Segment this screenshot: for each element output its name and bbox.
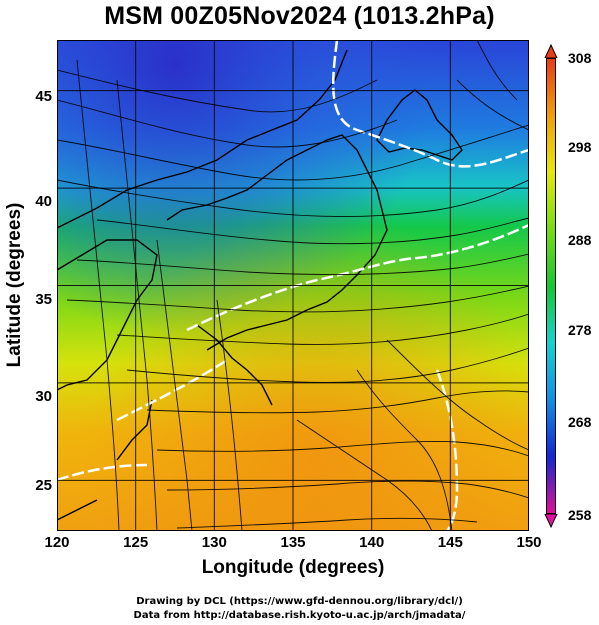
y-tick-label: 35: [35, 291, 52, 308]
temperature-map: [57, 40, 529, 531]
y-tick-label: 40: [35, 193, 52, 210]
colorbar-tick-label: 258: [568, 507, 592, 523]
chart-title: MSM 00Z05Nov2024 (1013.2hPa): [104, 2, 495, 30]
y-tick-label: 25: [35, 477, 52, 494]
credit-data: Data from http://database.rish.kyoto-u.a…: [133, 610, 466, 621]
y-tick-label: 45: [35, 88, 52, 105]
x-tick-label: 145: [437, 534, 463, 551]
colorbar-tick-label: 278: [568, 322, 592, 338]
colorbar: [546, 58, 556, 514]
credit-drawing: Drawing by DCL (https://www.gfd-dennou.o…: [136, 596, 463, 607]
colorbar-min-arrow: [544, 514, 558, 528]
colorbar-tick-label: 298: [568, 139, 592, 155]
x-tick-label: 120: [44, 534, 70, 551]
x-tick-label: 140: [359, 534, 385, 551]
colorbar-tick-label: 288: [568, 232, 592, 248]
colorbar-max-arrow: [544, 44, 558, 58]
x-tick-label: 125: [123, 534, 149, 551]
y-axis-label: Latitude (degrees): [4, 202, 25, 368]
y-tick-label: 30: [35, 388, 52, 405]
x-tick-label: 135: [280, 534, 306, 551]
x-axis-label: Longitude (degrees): [201, 557, 385, 578]
colorbar-tick-label: 268: [568, 414, 592, 430]
x-tick-label: 150: [516, 534, 542, 551]
map-plot-area: [57, 40, 529, 531]
x-tick-label: 130: [201, 534, 227, 551]
colorbar-tick-label: 308: [568, 50, 592, 66]
lat-lon-grid: [57, 40, 529, 531]
